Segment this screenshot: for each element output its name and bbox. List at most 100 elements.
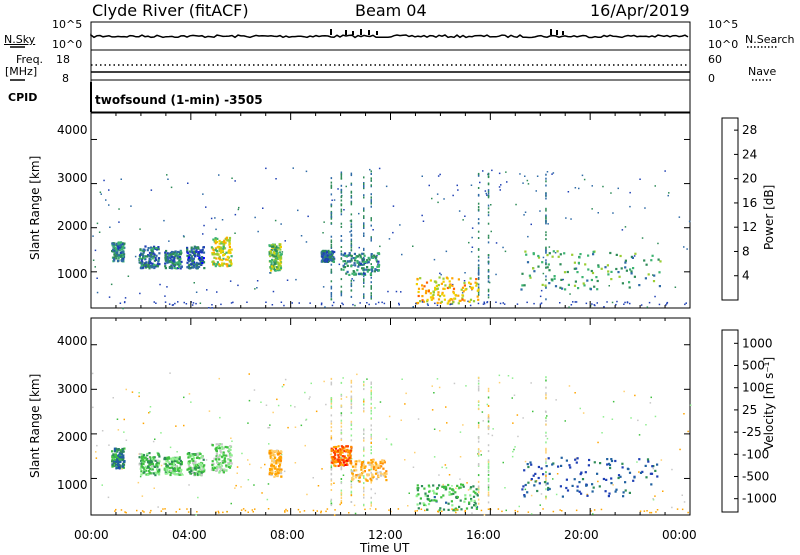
- velocity-data-point: [540, 467, 543, 470]
- velocity-streak-point: [477, 389, 480, 392]
- power-colorbar-tick-label: 20: [742, 172, 757, 186]
- power-ground-point: [185, 303, 188, 305]
- velocity-streak-point: [487, 460, 490, 463]
- velocity-ground-point: [325, 510, 327, 513]
- power-ground-point: [684, 303, 686, 306]
- power-data-point: [352, 270, 355, 273]
- velocity-data-point: [450, 493, 453, 496]
- power-colorbar-tick-label: 4: [742, 269, 750, 283]
- power-noise-point: [139, 228, 141, 230]
- velocity-data-point: [122, 454, 125, 457]
- velocity-streak-point: [330, 429, 333, 432]
- power-data-point: [140, 263, 143, 266]
- velocity-streak-point: [487, 405, 490, 407]
- velocity-streak-point: [370, 412, 372, 415]
- power-noise-point: [547, 223, 549, 225]
- power-streak-point: [487, 190, 490, 193]
- power-data-point: [461, 298, 464, 301]
- velocity-data-point: [118, 454, 121, 457]
- nave-tick-bottom: 0: [708, 72, 715, 85]
- velocity-colorbar-frame: [721, 329, 739, 513]
- power-streak-point: [370, 256, 372, 259]
- power-data-point: [202, 257, 205, 260]
- power-data-point: [469, 298, 473, 301]
- power-data-point: [222, 257, 225, 260]
- velocity-noise-point: [512, 450, 514, 453]
- power-ground-point: [359, 302, 361, 304]
- power-data-point: [361, 252, 364, 255]
- velocity-data-point: [624, 489, 627, 492]
- power-streak-point: [363, 222, 365, 225]
- velocity-noise-point: [575, 457, 578, 459]
- velocity-noise-point: [308, 398, 310, 400]
- power-ground-point: [477, 302, 480, 305]
- velocity-data-point: [165, 464, 168, 467]
- power-data-point: [218, 249, 221, 253]
- power-streak-point: [363, 209, 365, 212]
- velocity-data-point: [343, 455, 346, 458]
- power-data-point: [202, 251, 206, 254]
- power-streak-point: [330, 245, 333, 248]
- power-data-point: [354, 264, 357, 267]
- power-data-point: [448, 299, 451, 302]
- velocity-data-point: [280, 475, 283, 478]
- power-data-point: [271, 258, 274, 261]
- velocity-noise-point: [649, 402, 652, 404]
- velocity-data-point: [362, 464, 365, 467]
- velocity-data-point: [606, 463, 609, 466]
- velocity-data-point: [119, 450, 122, 453]
- velocity-streak-point: [370, 402, 372, 405]
- power-data-point: [448, 285, 451, 289]
- velocity-data-point: [149, 461, 152, 464]
- velocity-streak-point: [363, 475, 365, 478]
- velocity-streak-point: [340, 482, 343, 485]
- velocity-noise-point: [149, 411, 151, 413]
- velocity-streak-point: [363, 448, 365, 451]
- velocity-streak-point: [477, 485, 480, 488]
- velocity-data-point: [122, 450, 125, 453]
- velocity-data-point: [350, 445, 353, 448]
- velocity-noise-point: [459, 478, 461, 480]
- velocity-data-point: [188, 467, 191, 470]
- power-data-point: [276, 266, 279, 269]
- power-data-point: [342, 268, 345, 271]
- power-data-point: [354, 272, 357, 275]
- power-data-point: [115, 252, 118, 255]
- power-noise-point: [482, 170, 484, 172]
- power-ground-point: [220, 303, 222, 306]
- power-noise-point: [461, 292, 464, 294]
- power-data-point: [194, 263, 197, 266]
- power-noise-point: [272, 290, 275, 293]
- power-streak-point: [340, 190, 343, 193]
- power-streak-point: [363, 227, 365, 229]
- velocity-data-point: [115, 460, 118, 463]
- velocity-data-point: [229, 456, 232, 459]
- velocity-data-point: [178, 466, 181, 469]
- power-noise-point: [392, 231, 394, 234]
- velocity-data-point: [523, 469, 526, 472]
- velocity-data-point: [576, 457, 579, 460]
- velocity-data-point: [454, 491, 457, 494]
- velocity-data-point: [187, 456, 190, 459]
- velocity-streak-point: [545, 475, 547, 478]
- power-data-point: [469, 282, 472, 285]
- velocity-data-point: [147, 466, 150, 469]
- power-ground-point: [283, 304, 285, 307]
- velocity-data-point: [175, 468, 178, 471]
- velocity-streak-point: [330, 414, 333, 417]
- power-data-point: [361, 273, 364, 276]
- velocity-noise-point: [623, 390, 625, 393]
- power-data-point: [117, 246, 120, 249]
- velocity-data-point: [451, 488, 454, 491]
- velocity-data-point: [189, 472, 192, 475]
- velocity-ground-point: [497, 508, 500, 510]
- power-data-point: [444, 284, 447, 287]
- velocity-ytick-1000: 1000: [57, 478, 88, 492]
- velocity-noise-point: [498, 381, 501, 384]
- power-data-point: [226, 255, 229, 258]
- velocity-data-point: [219, 451, 223, 454]
- power-data-point: [178, 262, 182, 265]
- power-data-point: [226, 265, 229, 268]
- velocity-data-point: [147, 461, 150, 464]
- velocity-data-point: [348, 449, 351, 452]
